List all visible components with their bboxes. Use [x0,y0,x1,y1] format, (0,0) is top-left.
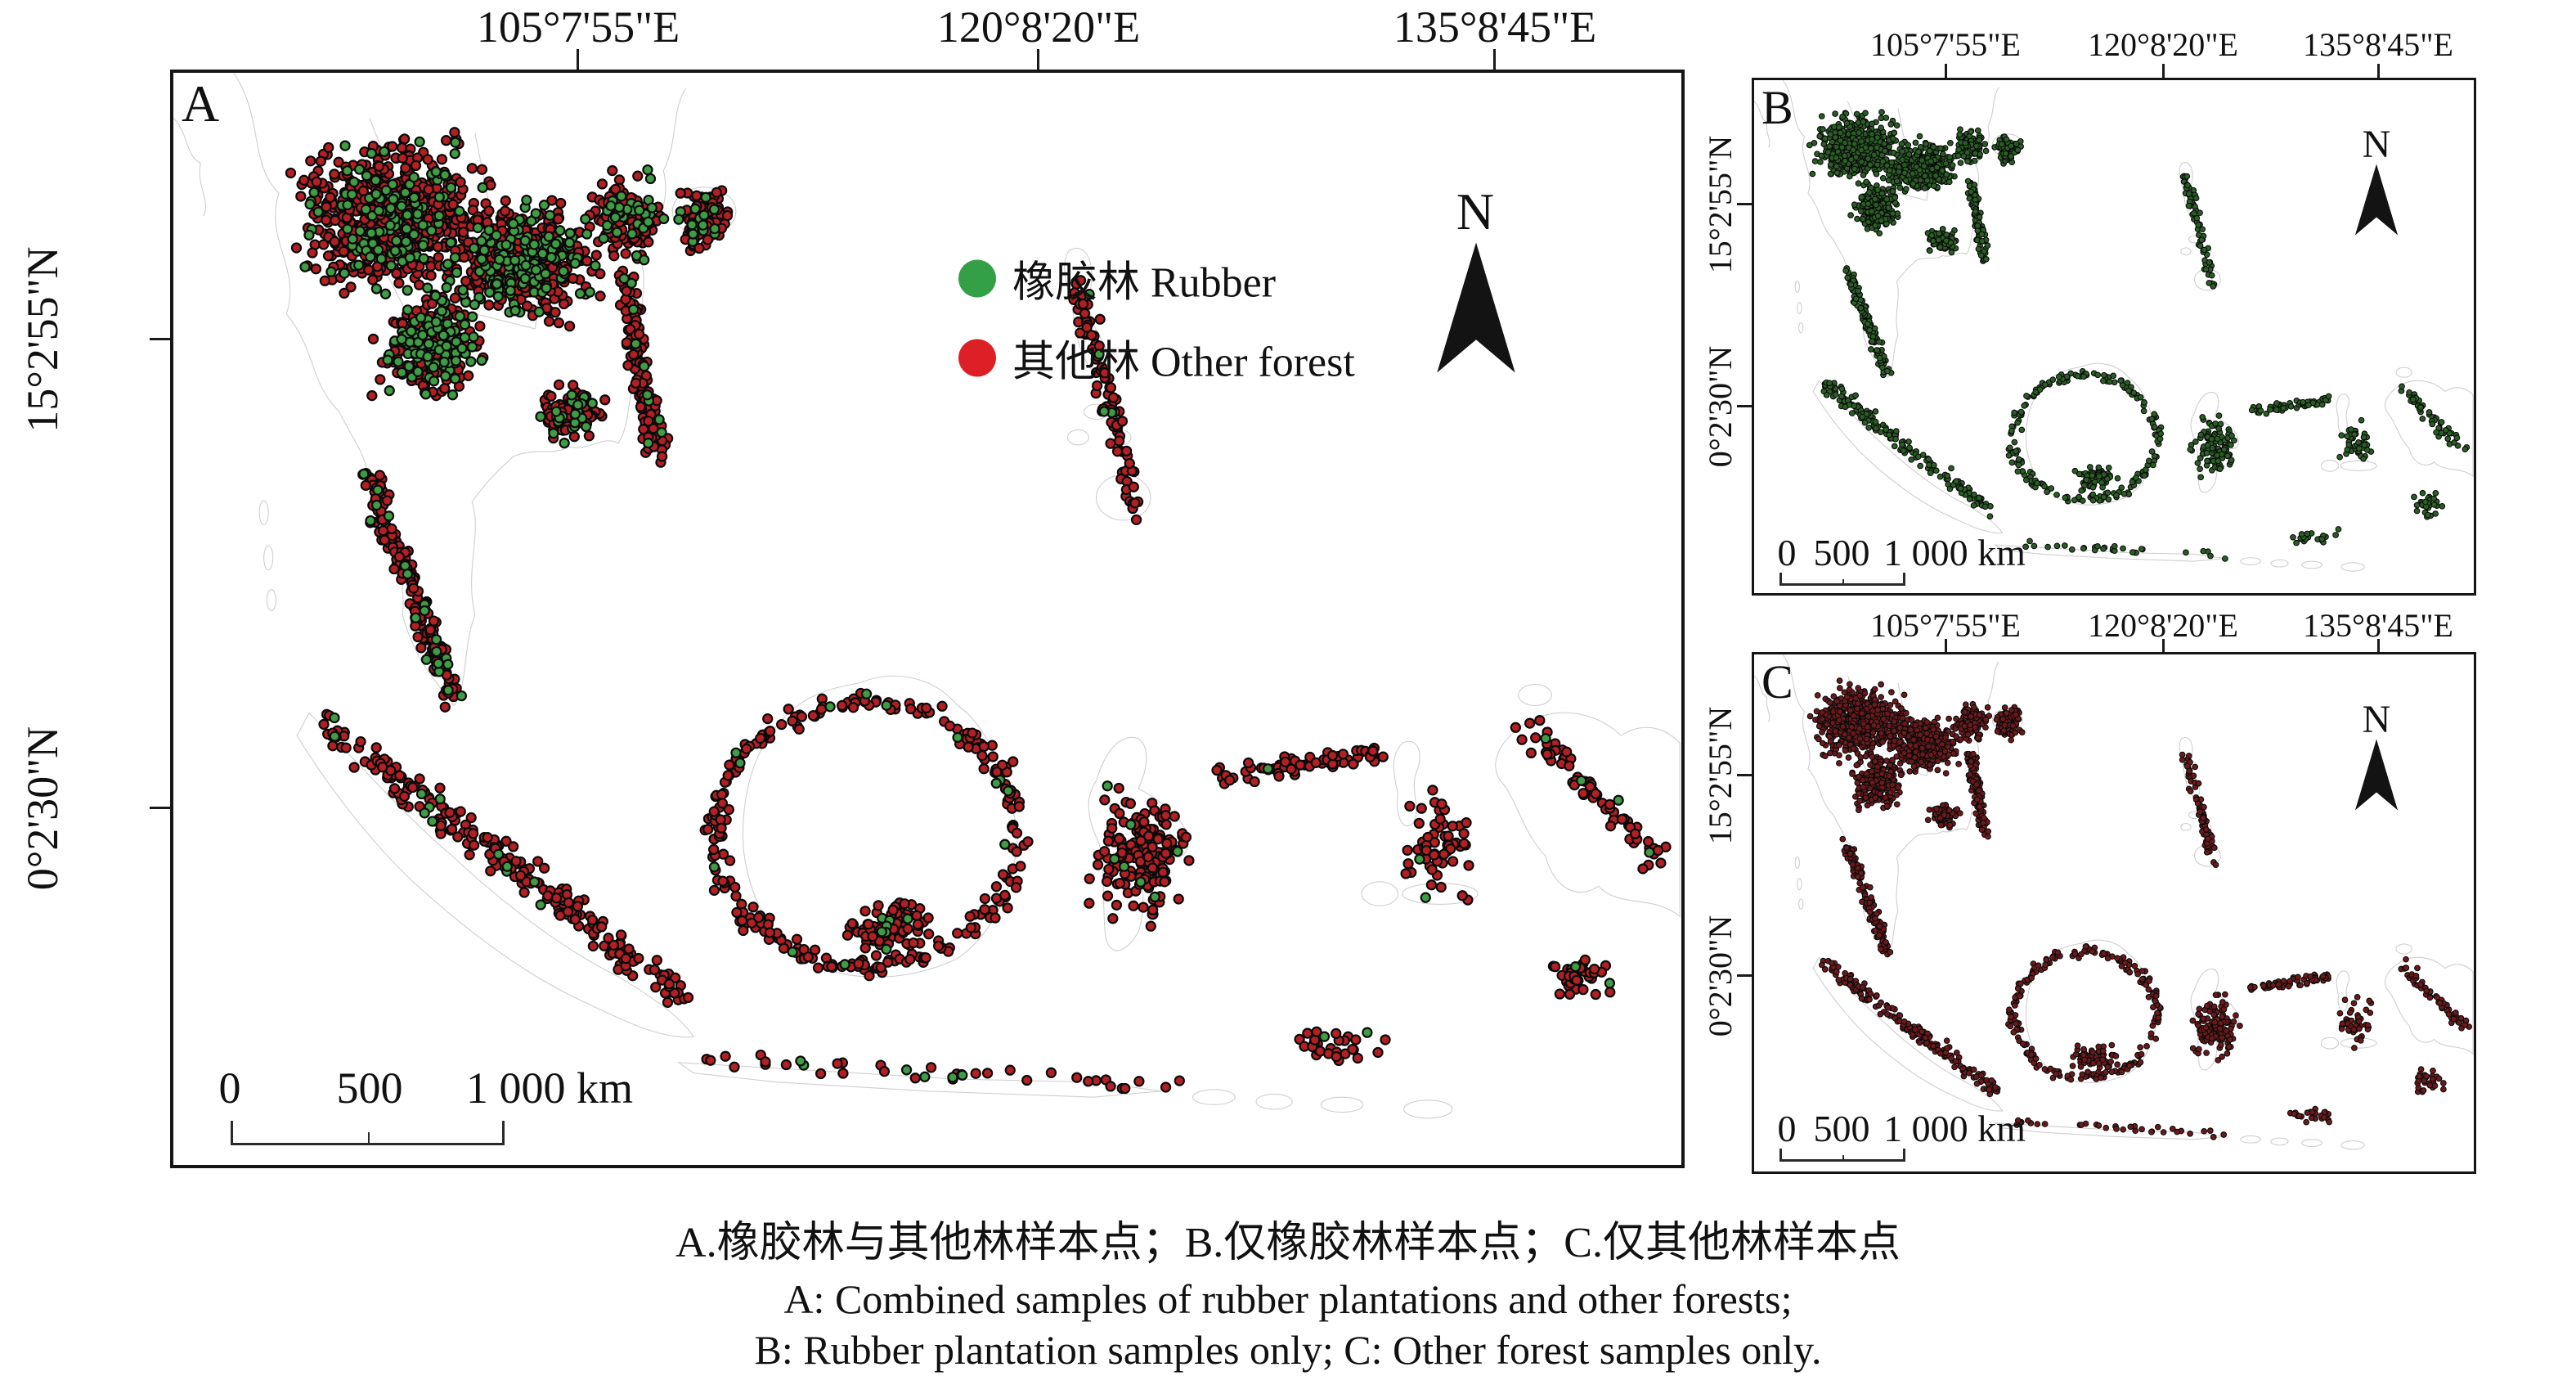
other-forest-dot-icon [958,339,996,376]
panel-c-north-label: N [2362,698,2391,741]
panel-c-scale-mid: 500 [1813,1108,1870,1149]
panel-a-lon-label-2: 120°8'20"E [936,2,1141,52]
panel-b-scale-mid: 500 [1813,532,1870,573]
panel-a-scale-end: 1 000 km [465,1063,634,1113]
panel-c-scalebar [1779,1149,1905,1162]
panel-c-lon-tick-3 [2377,639,2380,652]
scalebar-line [1779,1159,1905,1162]
panel-b-basemap [1754,80,2474,572]
panel-a-north-arrow-icon [1437,242,1515,373]
scalebar-tick [502,1121,505,1145]
scalebar-line [231,1143,505,1145]
scalebar-tick [1779,573,1782,586]
panel-c-map [1752,652,2476,1174]
panel-a-lon-tick-1 [577,49,579,70]
scalebar-tick [367,1132,370,1145]
caption-en-line1: A: Combined samples of rubber plantation… [783,1276,1793,1322]
panel-b-lat-tick-2 [1737,405,1752,407]
scalebar-tick [1903,573,1905,586]
panel-a-scale-zero: 0 [218,1063,241,1113]
panel-b-lon-tick-3 [2377,64,2380,78]
panel-a-lon-tick-2 [1037,49,1039,70]
legend-item-rubber: 橡胶林 Rubber [958,248,1276,309]
panel-c-lon-tick-2 [2162,639,2165,652]
scalebar-tick [1779,1149,1782,1162]
panel-a-lat-tick-1 [150,338,170,340]
panel-b-map [1752,78,2476,596]
scalebar-tick [231,1121,233,1145]
panel-c-sample-points [1806,677,2473,1140]
panel-b-lon-tick-1 [1945,64,1947,78]
panel-b-letter: B [1761,81,1793,134]
panel-b-scalebar [1779,573,1905,586]
panel-a-lat-tick-2 [150,807,170,809]
scalebar-line [1779,583,1905,586]
rubber-dot-icon [958,259,996,297]
panel-c-lon-label-3: 135°8'45"E [2303,607,2453,644]
legend-item-other: 其他林 Other forest [958,327,1355,389]
legend-other-label: 其他林 Other forest [1012,339,1355,386]
panel-a-north-label: N [1456,182,1495,241]
legend-rubber-label: 橡胶林 Rubber [1012,259,1277,307]
panel-c-scale-end: 1 000 km [1883,1108,2026,1149]
panel-c-lon-label-1: 105°7'55"E [1870,607,2021,644]
panel-b-lon-label-1: 105°7'55"E [1870,26,2021,63]
caption-zh: A.橡胶林与其他林样本点；B.仅橡胶林样本点；C.仅其他林样本点 [675,1220,1901,1266]
panel-c-lon-tick-1 [1945,639,1947,652]
panel-c-north-arrow-icon [2354,739,2399,811]
panel-b-north-arrow-icon [2354,164,2399,236]
panel-b-lon-tick-2 [2162,64,2165,78]
caption-en-line2: B: Rubber plantation samples only; C: Ot… [754,1327,1822,1373]
panel-a-lon-label-3: 135°8'45"E [1393,2,1597,52]
panel-c-lon-label-2: 120°8'20"E [2088,607,2238,644]
panel-c-scale-zero: 0 [1777,1108,1797,1149]
panel-a-lon-label-1: 105°7'55"E [476,2,680,52]
panel-a-scale-mid: 500 [336,1063,403,1113]
panel-b-scale-zero: 0 [1777,532,1797,573]
panel-c-basemap [1754,654,2474,1150]
panel-a-lon-tick-3 [1493,49,1496,70]
panel-b-lon-label-3: 135°8'45"E [2303,26,2453,63]
panel-a-scalebar [231,1121,505,1145]
panel-c-letter: C [1761,655,1793,708]
scalebar-tick [1842,578,1844,586]
panel-c-lat-tick-2 [1737,974,1752,977]
panel-a-map [170,70,1685,1168]
panel-b-lat-tick-1 [1737,203,1752,205]
scalebar-tick [1903,1149,1905,1162]
panel-b-lon-label-2: 120°8'20"E [2088,26,2238,63]
panel-b-sample-points [1806,109,2471,562]
panel-b-scale-end: 1 000 km [1883,532,2026,573]
panel-a-sample-points [285,127,1672,1095]
panel-a-letter: A [182,74,220,133]
scalebar-tick [1842,1154,1844,1162]
panel-b-north-label: N [2362,123,2391,166]
panel-c-lat-tick-1 [1737,774,1752,776]
panel-a-basemap [173,73,1681,1119]
